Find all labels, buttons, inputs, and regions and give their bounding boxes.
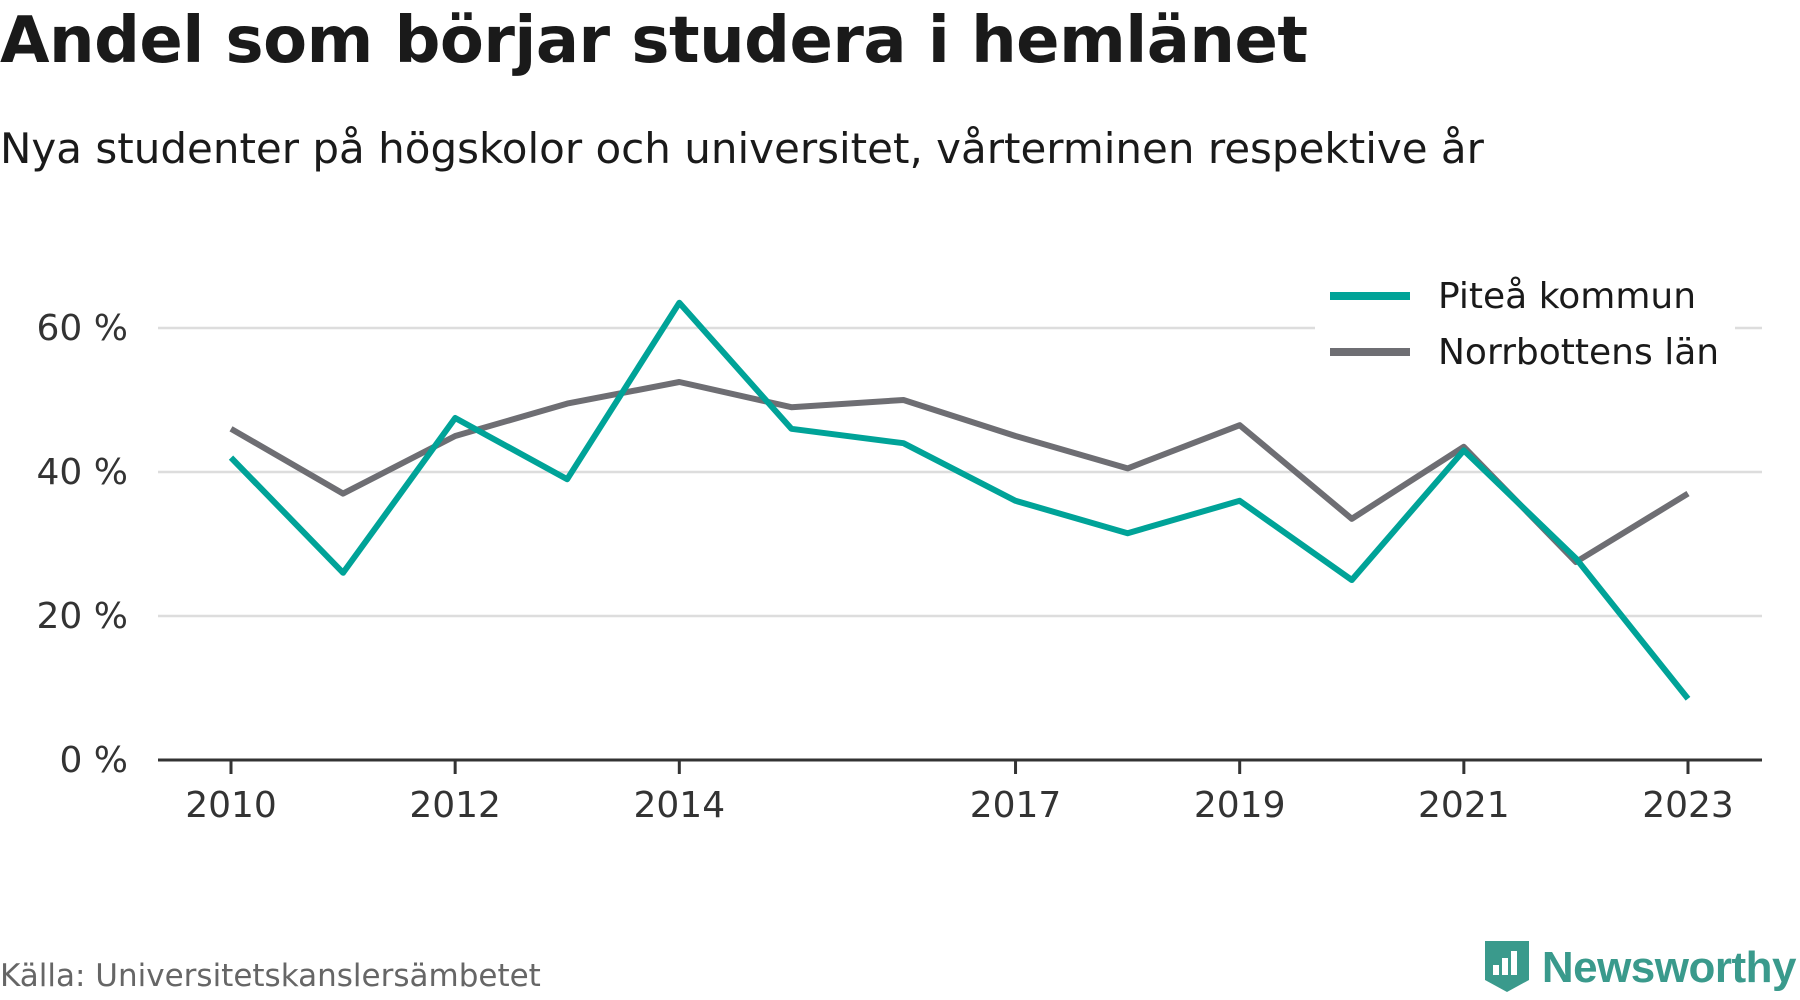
y-tick-label: 0 % — [59, 740, 128, 781]
y-tick-label: 20 % — [37, 596, 128, 637]
source-note: Källa: Universitetskanslersämbetet — [0, 958, 541, 994]
y-tick-label: 40 % — [37, 452, 128, 493]
legend: Piteå kommun Norrbottens län — [1315, 268, 1735, 380]
legend-background — [1315, 268, 1735, 380]
x-tick-label: 2023 — [1642, 785, 1734, 826]
x-tick-label: 2019 — [1194, 785, 1286, 826]
chart-title: Andel som börjar studera i hemlänet — [0, 4, 1308, 78]
x-tick-label: 2021 — [1418, 785, 1510, 826]
gridlines — [158, 326, 1762, 762]
y-tick-label: 60 % — [37, 308, 128, 349]
series-line-pitea — [228, 299, 1691, 701]
x-tick-label: 2010 — [185, 785, 277, 826]
chart-subtitle: Nya studenter på högskolor och universit… — [0, 124, 1484, 173]
series-lines — [228, 299, 1691, 701]
x-axis-ticks: 2010 2012 2014 2017 2019 2021 2023 — [185, 760, 1734, 826]
x-tick-label: 2012 — [409, 785, 501, 826]
brand-name: Newsworthy — [1541, 943, 1797, 992]
legend-label: Piteå kommun — [1438, 276, 1696, 317]
x-tick-label: 2014 — [633, 785, 725, 826]
bar-chart-shield-icon — [1482, 938, 1532, 998]
x-tick-label: 2017 — [970, 785, 1062, 826]
y-axis-ticks: 0 % 20 % 40 % 60 % — [37, 308, 128, 781]
legend-label: Norrbottens län — [1438, 332, 1719, 373]
brand-logo: Newsworthy — [1482, 938, 1797, 998]
